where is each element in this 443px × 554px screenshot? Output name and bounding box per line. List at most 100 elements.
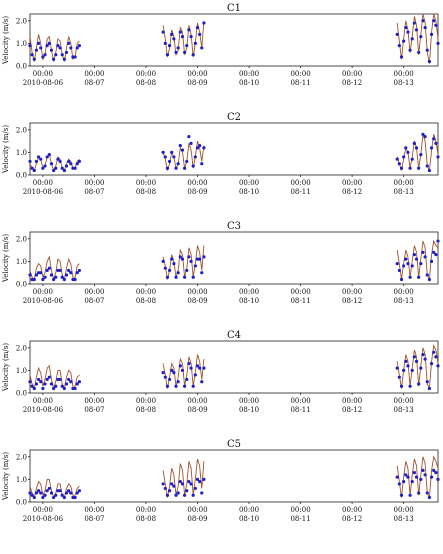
observed-point [77,268,81,273]
observed-point [54,275,58,279]
y-tick-label: 1.0 [16,40,27,48]
observed-point [178,255,182,259]
observed-point [412,471,416,475]
observed-point [34,382,39,386]
observed-point [178,144,182,148]
observed-point [200,162,204,166]
x-tick-label-date: 2010-08-06 [23,515,64,523]
y-tick-label: 1.0 [16,476,27,484]
observed-point [60,53,64,57]
observed-point [187,255,191,259]
observed-point [195,146,200,150]
x-tick-label-date: 2010-08-06 [23,406,64,414]
observed-point [185,268,189,273]
observed-point [28,273,32,277]
observed-point [36,377,41,382]
observed-point [47,486,51,491]
observed-point [185,377,189,382]
observed-point [41,166,45,170]
observed-point [161,30,165,34]
observed-point [432,137,436,141]
observed-point [180,368,185,372]
observed-point [427,277,432,282]
observed-point [45,377,49,382]
y-tick-label: 2.0 [16,126,27,134]
observed-point [30,384,34,388]
observed-point [410,264,414,268]
observed-point [419,35,423,39]
x-tick-label-time: 00:00 [84,397,104,405]
observed-point [174,50,178,55]
observed-point [402,264,406,268]
observed-point [189,35,193,39]
y-axis-label: Velocity (m/s) [2,343,10,392]
observed-point [67,41,71,45]
observed-point [185,44,189,48]
observed-point [36,489,41,493]
observed-point [198,257,202,261]
x-tick-label-time: 00:00 [33,397,53,405]
observed-point [73,277,77,282]
observed-point [193,264,197,268]
observed-point [402,480,406,484]
observed-point [64,273,69,277]
observed-point [69,271,73,275]
panel-title: C3 [227,221,241,232]
observed-point [49,382,54,386]
observed-point [165,53,170,57]
observed-point [54,53,58,57]
observed-point [434,23,438,27]
observed-point [45,489,49,493]
model-line [162,354,205,389]
observed-point [402,155,406,159]
observed-point [174,384,178,388]
observed-point [75,162,79,166]
x-tick-label-time: 00:00 [187,506,207,514]
model-line [162,140,205,171]
observed-point [414,475,419,479]
observed-point [417,491,421,495]
x-tick-label-time: 00:00 [136,288,156,296]
observed-point [193,41,197,45]
x-tick-label-date: 08-07 [84,297,104,305]
observed-point [406,262,410,266]
observed-point [412,355,416,359]
x-tick-label-time: 00:00 [136,506,156,514]
x-tick-label-date: 2010-08-06 [23,297,64,305]
x-tick-label-date: 08-12 [342,297,362,305]
observed-point [178,480,182,484]
x-tick-label-date: 08-10 [239,188,259,196]
observed-point [429,475,434,479]
observed-point [427,386,432,391]
observed-point [77,159,81,164]
observed-point [170,32,174,36]
x-tick-label-time: 00:00 [290,288,310,296]
model-line [396,343,439,391]
observed-point [408,48,412,52]
observed-point [64,491,69,495]
observed-point [423,473,427,477]
observed-point [176,271,180,275]
observed-point [395,262,399,266]
observed-point [180,482,185,486]
observed-point [404,257,408,261]
panel-title: C1 [227,3,241,14]
observed-point [404,359,408,363]
observed-point [34,48,39,52]
x-tick-label-date: 08-11 [290,188,310,196]
x-tick-label-time: 00:00 [290,179,310,187]
observed-point [180,148,185,152]
observed-point [180,35,185,39]
observed-point [202,255,206,259]
observed-point [34,159,39,164]
panel-title: C4 [227,330,241,341]
observed-point [399,55,404,59]
observed-point [408,384,412,388]
observed-point [397,162,401,166]
observed-point [419,153,423,157]
x-tick-label-time: 00:00 [342,397,362,405]
panel-title: C5 [227,439,241,450]
